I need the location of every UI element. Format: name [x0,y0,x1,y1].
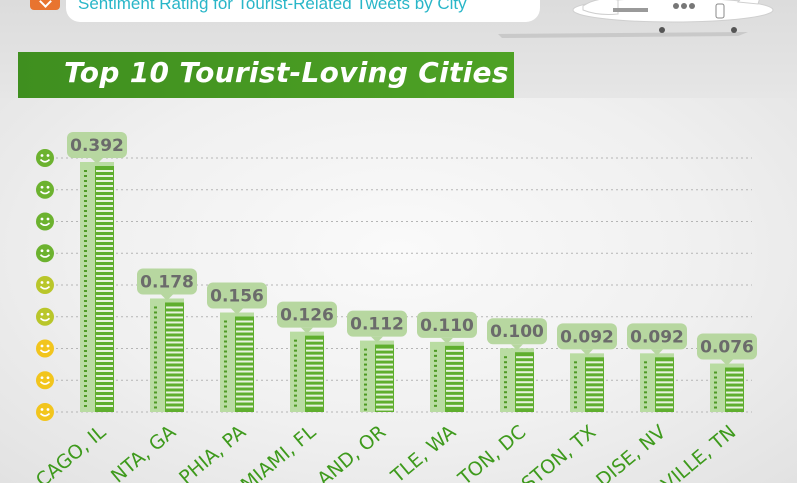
value-label [697,333,757,366]
chart-panel [0,98,797,483]
bar-facade [585,357,604,412]
value-label [137,268,197,301]
smiley-icon [36,276,54,294]
bar [290,331,324,412]
value-label-text: 0.392 [70,136,124,156]
bar [80,162,114,412]
smiley-icon [36,149,54,167]
bar [430,341,464,412]
value-label-text: 0.092 [560,327,614,347]
value-label [67,132,127,164]
smiley-icon [36,212,54,231]
smiley-icon [36,403,54,421]
bar [360,340,394,412]
value-label [417,311,477,344]
bar [570,353,604,412]
smiley-icon [36,371,54,390]
bar [640,353,674,412]
bar-facade [725,367,744,412]
smiley-icon [36,339,54,358]
category-label: CAGO, IL [32,421,111,483]
title-banner [18,52,514,98]
value-label-text: 0.126 [280,306,334,326]
bar [220,312,254,412]
bar [710,363,744,412]
chart-subtitle: Sentiment Rating for Tourist-Related Twe… [78,0,467,13]
smiley-icon [36,307,54,326]
value-label-text: 0.178 [140,272,194,292]
bar [150,298,184,412]
category-label: AND, OR [313,421,390,483]
category-label: TON, DC [453,421,530,483]
value-label [627,323,687,356]
value-label [557,323,617,356]
value-label [347,310,407,343]
value-label-text: 0.092 [630,327,684,347]
category-label: VILLE, TN [657,421,740,483]
bar-facade [235,316,254,412]
value-label-text: 0.076 [700,338,754,358]
category-label: STON, TX [517,421,600,483]
smiley-icon [36,244,54,263]
smiley-icon [36,180,54,199]
value-label-text: 0.110 [420,316,474,336]
value-label-text: 0.112 [350,315,404,335]
tag-icon [30,0,60,10]
value-label [207,282,267,315]
value-label-text: 0.156 [210,287,264,307]
value-label [487,318,547,351]
bar-facade [655,357,674,412]
category-label: PHIA, PA [175,421,250,483]
value-label-text: 0.100 [490,322,544,342]
category-label: NTA, GA [107,421,180,483]
bar-chart: 0.392 CAGO, IL 0.178 NTA, GA 0.156 PHIA, PA 0.… [32,132,757,483]
category-label: TLE, WA [386,421,460,483]
airplane-icon [498,0,774,38]
bar [500,348,534,412]
category-label: MIAMI, FL [237,421,321,483]
chart-title: Top 10 Tourist-Loving Cities [64,56,509,89]
value-label [277,301,337,334]
subtitle-box [66,0,540,22]
category-label: DISE, NV [592,421,670,483]
